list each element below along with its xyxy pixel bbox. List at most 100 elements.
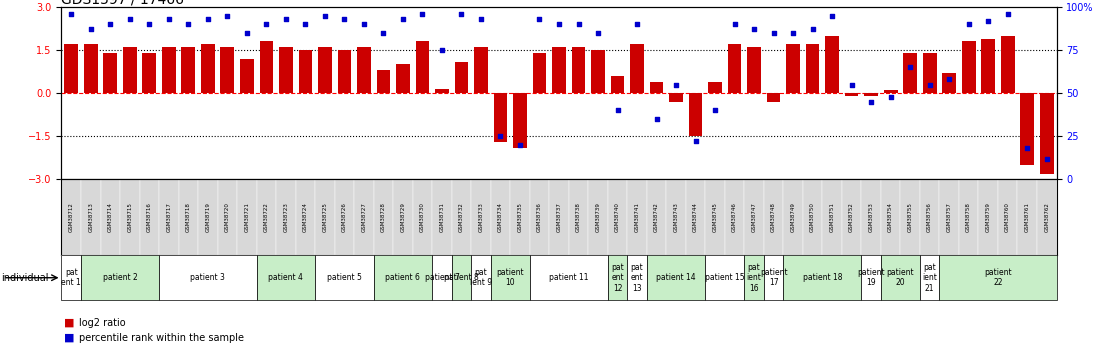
Text: GSM38713: GSM38713 — [88, 203, 93, 232]
Text: GSM38731: GSM38731 — [439, 203, 445, 232]
Text: patient
19: patient 19 — [858, 268, 885, 287]
Point — [375, 30, 392, 36]
Bar — [396, 65, 409, 93]
Bar — [884, 90, 898, 93]
Point — [414, 11, 432, 17]
Bar — [452, 179, 471, 255]
Text: GSM38734: GSM38734 — [498, 203, 503, 232]
Text: patient
17: patient 17 — [760, 268, 787, 287]
Text: GSM38744: GSM38744 — [693, 203, 698, 232]
Bar — [357, 47, 371, 93]
Text: GSM38741: GSM38741 — [635, 203, 639, 232]
Bar — [959, 179, 978, 255]
Text: patient 8: patient 8 — [444, 273, 479, 282]
Text: GSM38756: GSM38756 — [927, 203, 932, 232]
Text: ■: ■ — [64, 333, 74, 343]
Text: GSM38721: GSM38721 — [245, 203, 249, 232]
Bar — [198, 179, 218, 255]
Bar — [982, 39, 995, 93]
Text: GSM38747: GSM38747 — [751, 203, 757, 232]
Text: GSM38758: GSM38758 — [966, 203, 972, 232]
Bar — [569, 179, 588, 255]
Point — [862, 99, 880, 105]
Point — [784, 30, 802, 36]
Bar — [471, 255, 491, 300]
Bar — [705, 255, 745, 300]
Bar — [334, 179, 354, 255]
Text: patient 11: patient 11 — [549, 273, 588, 282]
Text: GSM38743: GSM38743 — [673, 203, 679, 232]
Bar — [84, 44, 97, 93]
Bar — [920, 255, 939, 300]
Bar — [373, 255, 433, 300]
Bar — [978, 179, 998, 255]
Bar — [80, 179, 101, 255]
Text: GSM38746: GSM38746 — [732, 203, 737, 232]
Bar — [532, 53, 547, 93]
Text: GSM38732: GSM38732 — [459, 203, 464, 232]
Point — [531, 16, 549, 22]
Bar — [627, 179, 647, 255]
Bar — [181, 47, 196, 93]
Bar — [786, 44, 800, 93]
Bar — [65, 44, 78, 93]
Bar — [864, 93, 878, 96]
Text: GSM38716: GSM38716 — [146, 203, 152, 232]
Point — [550, 21, 568, 27]
Bar — [922, 53, 937, 93]
Bar — [435, 89, 448, 93]
Point — [296, 21, 314, 27]
Text: GSM38750: GSM38750 — [811, 203, 815, 232]
Text: ■: ■ — [64, 318, 74, 327]
Text: GSM38754: GSM38754 — [888, 203, 893, 232]
Point — [238, 30, 256, 36]
Text: GSM38728: GSM38728 — [381, 203, 386, 232]
Bar — [861, 255, 881, 300]
Text: GSM38735: GSM38735 — [518, 203, 522, 232]
Point — [823, 13, 841, 18]
Text: GSM38759: GSM38759 — [986, 203, 991, 232]
Point — [433, 47, 451, 53]
Bar — [455, 61, 468, 93]
Bar — [571, 47, 586, 93]
Bar — [806, 44, 819, 93]
Bar — [494, 93, 508, 142]
Bar — [784, 179, 803, 255]
Bar — [120, 179, 140, 255]
Bar — [861, 179, 881, 255]
Bar — [610, 76, 624, 93]
Text: pat
ent 1: pat ent 1 — [61, 268, 82, 287]
Point — [394, 16, 411, 22]
Text: percentile rank within the sample: percentile rank within the sample — [79, 333, 245, 343]
Point — [335, 16, 353, 22]
Bar — [159, 255, 257, 300]
Text: GSM38727: GSM38727 — [361, 203, 367, 232]
Bar — [240, 59, 254, 93]
Text: GSM38742: GSM38742 — [654, 203, 659, 232]
Point — [277, 16, 295, 22]
Point — [160, 16, 178, 22]
Bar — [728, 44, 741, 93]
Text: GSM38755: GSM38755 — [908, 203, 912, 232]
Point — [589, 30, 607, 36]
Text: GSM38730: GSM38730 — [420, 203, 425, 232]
Bar — [433, 255, 452, 300]
Bar — [552, 47, 566, 93]
Point — [316, 13, 334, 18]
Bar — [939, 255, 1057, 300]
Text: GSM38740: GSM38740 — [615, 203, 620, 232]
Point — [940, 77, 958, 82]
Bar — [903, 53, 917, 93]
Text: GSM38717: GSM38717 — [167, 203, 171, 232]
Bar — [201, 44, 215, 93]
Text: GSM38733: GSM38733 — [479, 203, 483, 232]
Text: GSM38724: GSM38724 — [303, 203, 307, 232]
Text: GSM38748: GSM38748 — [771, 203, 776, 232]
Bar — [900, 179, 920, 255]
Bar — [299, 50, 312, 93]
Bar — [142, 53, 157, 93]
Bar — [452, 255, 471, 300]
Bar — [845, 93, 859, 96]
Point — [765, 30, 783, 36]
Bar — [416, 41, 429, 93]
